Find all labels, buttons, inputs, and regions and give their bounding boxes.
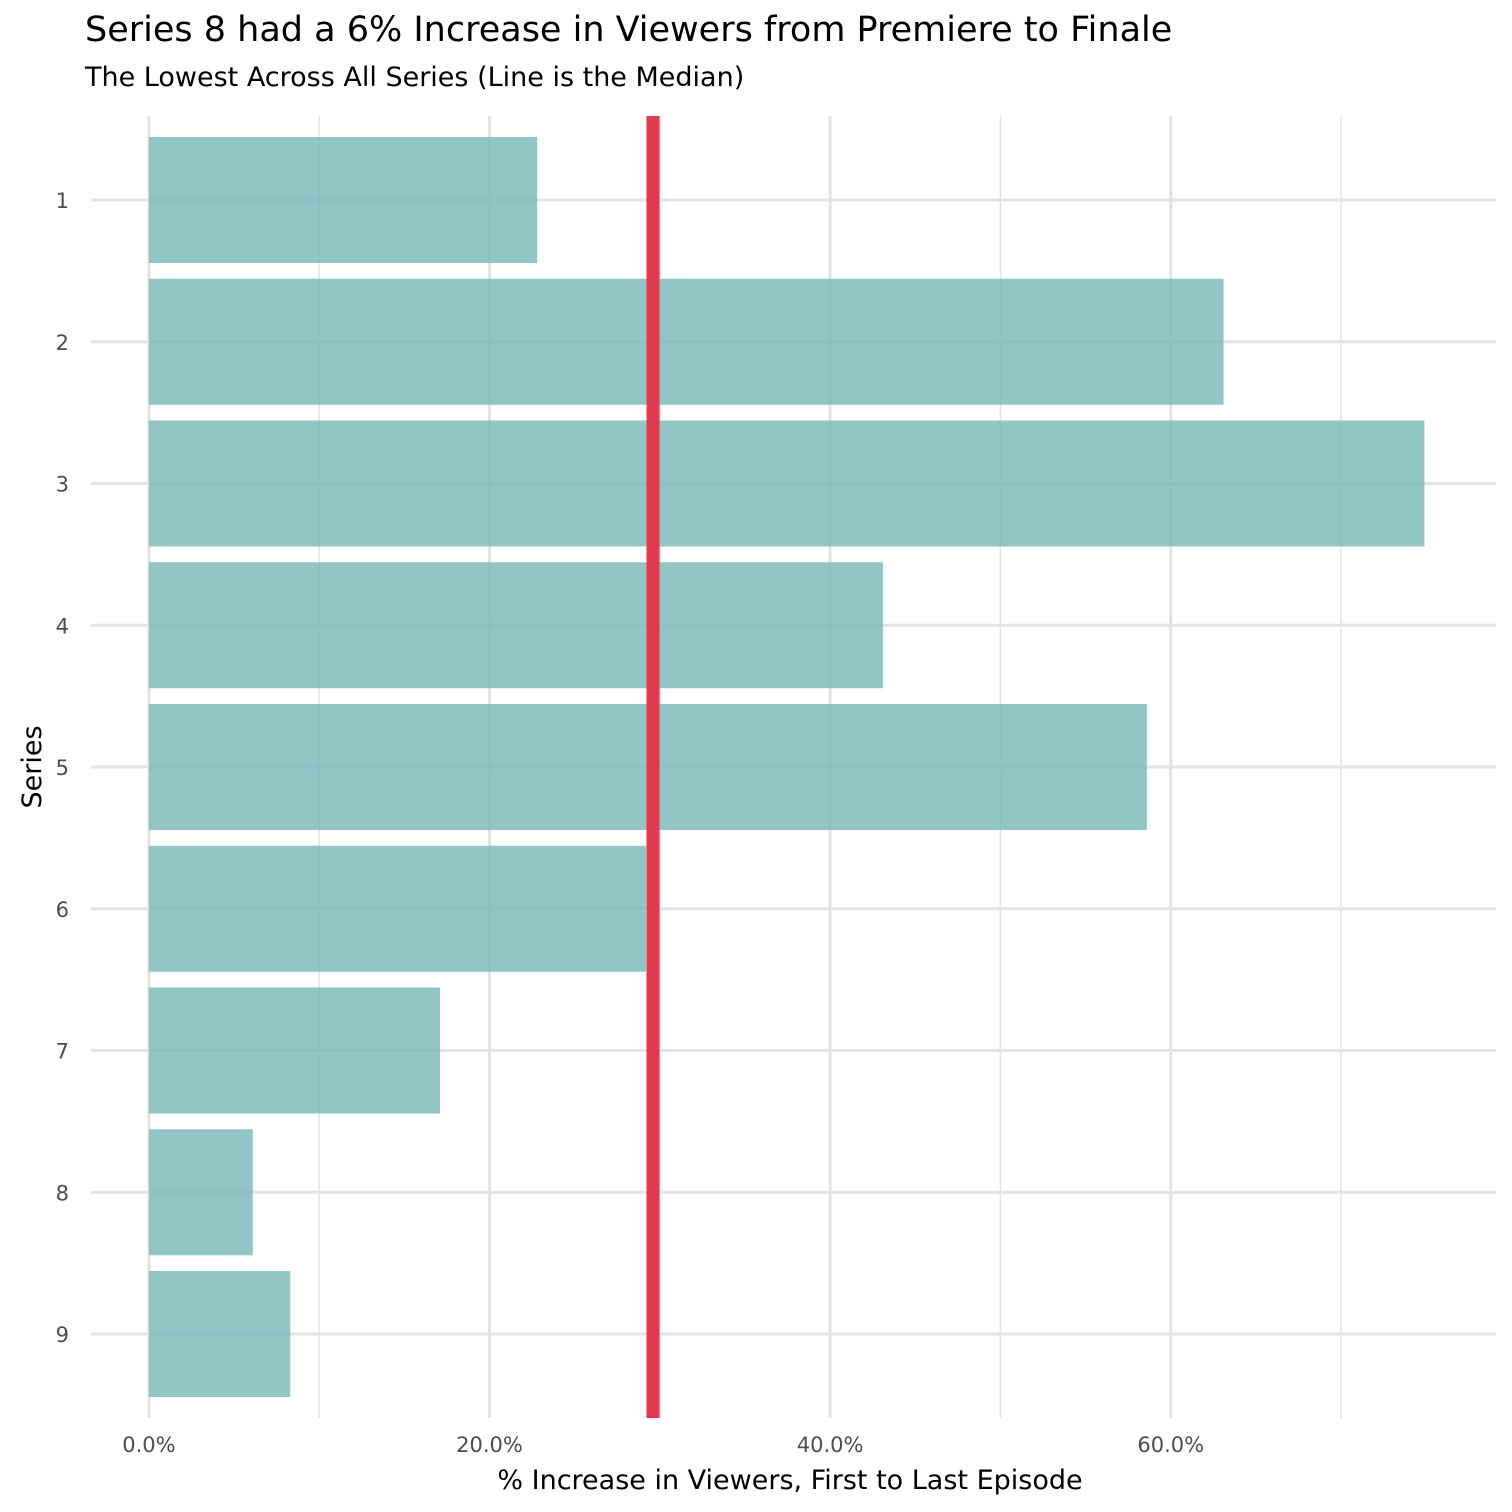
bar-series-2: [148, 278, 1224, 405]
bar-series-6: [148, 845, 647, 972]
x-tick-label: 40.0%: [797, 1433, 864, 1457]
bar-series-7: [148, 987, 441, 1114]
y-tick-label: 2: [56, 331, 69, 355]
y-tick-label: 7: [56, 1040, 69, 1064]
y-axis-title: Series: [17, 725, 48, 808]
bar-series-8: [148, 1129, 253, 1256]
y-tick-label: 5: [56, 756, 69, 780]
chart-subtitle: The Lowest Across All Series (Line is th…: [85, 62, 745, 93]
x-tick-label: 60.0%: [1137, 1433, 1204, 1457]
bars: [148, 137, 1425, 1397]
y-tick-label: 1: [56, 189, 69, 213]
x-tick-labels: 0.0% 20.0% 40.0% 60.0%: [122, 1433, 1204, 1457]
bar-series-3: [148, 420, 1425, 547]
y-tick-label: 9: [56, 1323, 69, 1347]
y-tick-label: 8: [56, 1181, 69, 1205]
x-tick-label: 0.0%: [122, 1433, 175, 1457]
chart-title: Series 8 had a 6% Increase in Viewers fr…: [85, 10, 1173, 50]
bar-series-1: [148, 137, 538, 263]
bar-series-9: [148, 1271, 291, 1397]
x-axis-title: % Increase in Viewers, First to Last Epi…: [497, 1465, 1082, 1496]
bar-series-4: [148, 562, 883, 689]
y-tick-label: 6: [56, 898, 69, 922]
y-tick-label: 4: [56, 614, 69, 638]
y-tick-labels: 1 2 3 4 5 6 7 8 9: [56, 189, 69, 1347]
x-tick-label: 20.0%: [456, 1433, 523, 1457]
y-tick-label: 3: [56, 473, 69, 497]
